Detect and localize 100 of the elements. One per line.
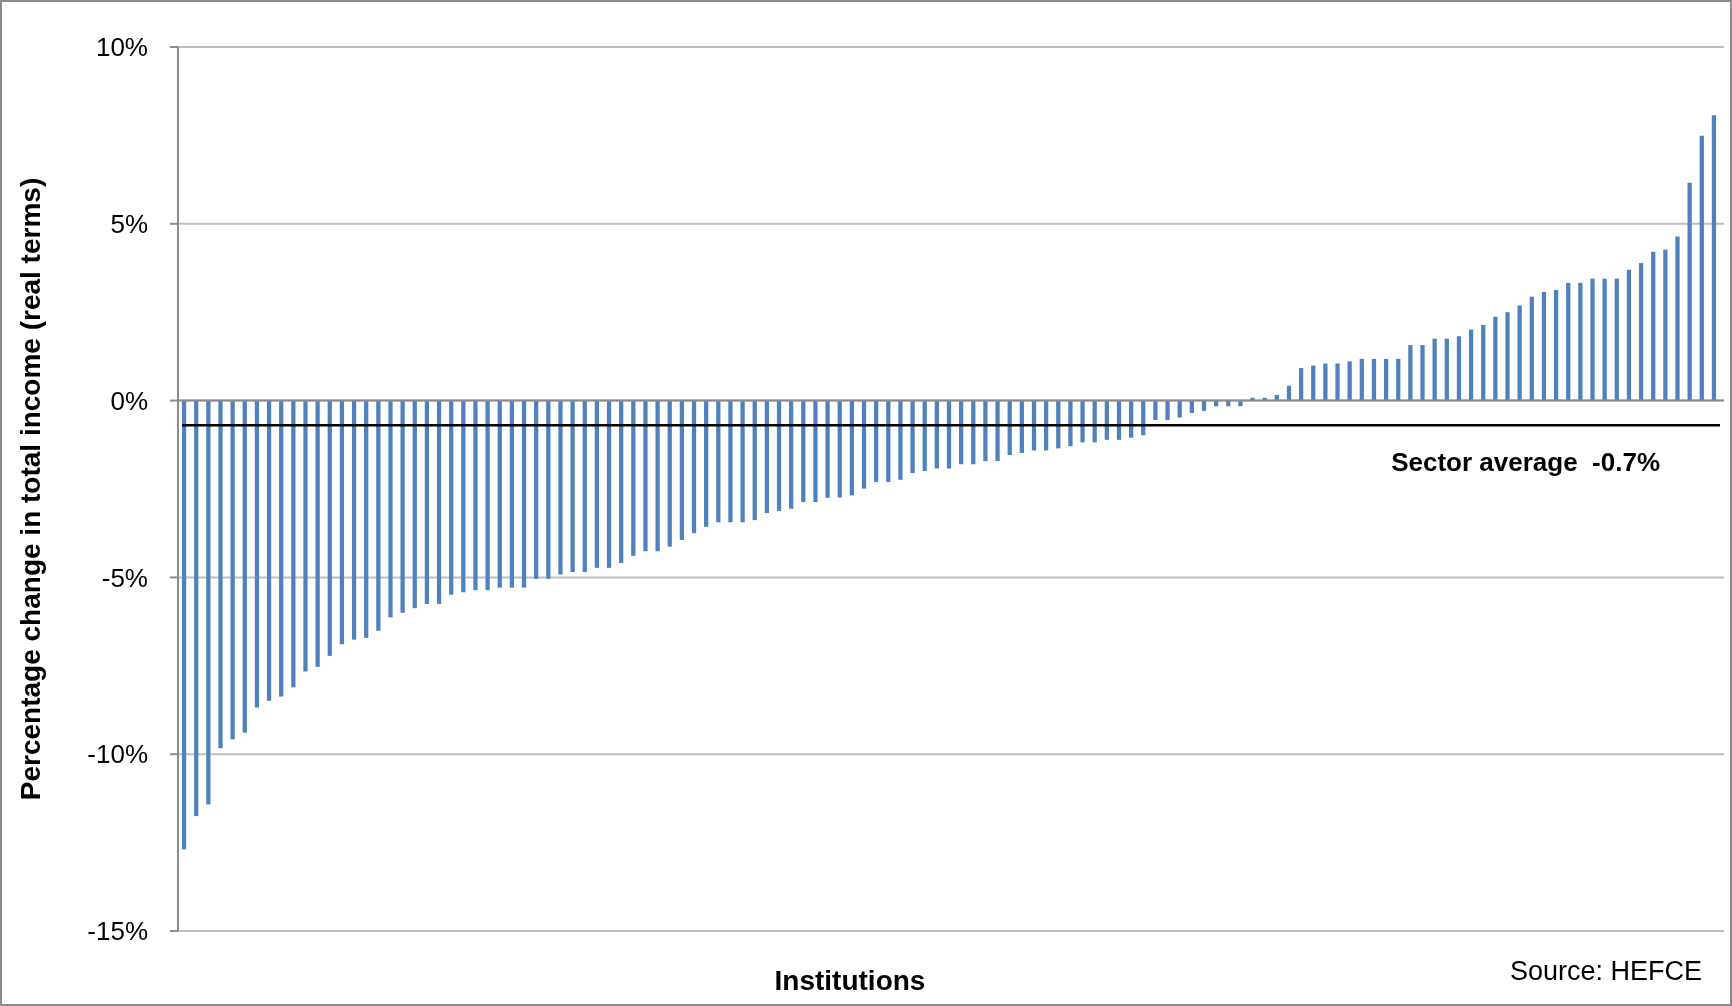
- bar: [1699, 135, 1704, 401]
- bar: [825, 400, 830, 498]
- bar: [1080, 400, 1085, 443]
- bar: [1408, 345, 1413, 401]
- bar: [1298, 368, 1304, 401]
- bar: [1638, 263, 1644, 401]
- bar: [1493, 316, 1498, 401]
- bar: [436, 400, 442, 604]
- bar: [339, 400, 345, 645]
- bar: [473, 400, 478, 591]
- y-tick-label: -5%: [101, 562, 148, 593]
- y-tick-label: -15%: [87, 916, 148, 947]
- bar: [424, 400, 430, 604]
- bar: [1651, 251, 1656, 401]
- bar: [206, 400, 211, 805]
- bar: [279, 400, 284, 697]
- bar: [291, 400, 296, 688]
- bar: [728, 400, 733, 523]
- bar: [351, 400, 357, 640]
- bar: [643, 400, 648, 552]
- bar: [327, 400, 332, 656]
- bar: [1566, 282, 1571, 401]
- bar: [558, 400, 563, 575]
- bar: [606, 400, 612, 568]
- bar: [1153, 400, 1158, 421]
- bar: [400, 400, 405, 613]
- bar: [1675, 236, 1680, 401]
- bar: [1711, 115, 1717, 401]
- bar: [546, 400, 551, 579]
- bar: [789, 400, 794, 509]
- bar: [1505, 312, 1510, 401]
- bar: [776, 400, 782, 511]
- bar: [412, 400, 417, 609]
- bar: [1468, 329, 1474, 401]
- ref-line-label: Sector average -0.7%: [1391, 447, 1660, 478]
- bar: [509, 400, 515, 588]
- bar: [461, 400, 466, 593]
- y-tick-label: 5%: [110, 208, 148, 239]
- bar: [388, 400, 393, 618]
- bar: [1553, 289, 1559, 401]
- bar: [631, 400, 636, 556]
- bar: [1432, 338, 1437, 401]
- bar: [1359, 358, 1364, 401]
- bar: [667, 400, 672, 547]
- bar: [194, 400, 199, 817]
- bar: [181, 400, 187, 850]
- bar: [619, 400, 624, 563]
- bar: [1311, 365, 1316, 401]
- bar: [655, 400, 660, 552]
- bar: [582, 400, 587, 573]
- bar: [230, 400, 235, 740]
- bar: [303, 400, 308, 672]
- bar: [266, 400, 272, 701]
- y-tick-label: 0%: [110, 385, 148, 416]
- bar: [218, 400, 223, 749]
- bar: [1626, 269, 1632, 401]
- bar: [1541, 292, 1547, 401]
- bar: [813, 400, 818, 503]
- bar: [1517, 305, 1522, 401]
- bar: [704, 400, 709, 527]
- bar: [1444, 338, 1449, 401]
- bar: [764, 400, 769, 514]
- bar: [534, 400, 539, 579]
- bar: [1663, 249, 1668, 401]
- bar: [1590, 278, 1595, 401]
- bar: [1687, 182, 1692, 401]
- bar: [801, 400, 806, 503]
- bar: [1420, 345, 1425, 401]
- bar: [1396, 358, 1401, 401]
- bar: [1371, 358, 1377, 401]
- bar: [364, 400, 369, 638]
- bar: [1578, 282, 1583, 401]
- bar: [315, 400, 320, 667]
- bar: [898, 400, 903, 480]
- bar: [1614, 278, 1619, 401]
- y-axis-title: Percentage change in total income (real terms): [15, 177, 46, 801]
- bar: [1347, 361, 1352, 401]
- bar: [1529, 296, 1534, 401]
- bar: [242, 400, 247, 733]
- bar: [449, 400, 454, 595]
- bar: [1068, 400, 1073, 447]
- source-note: Source: HEFCE: [1509, 956, 1702, 986]
- bar: [594, 400, 600, 568]
- bar: [995, 400, 1000, 462]
- bar: [716, 400, 721, 523]
- bar: [752, 400, 757, 521]
- bar: [861, 400, 867, 489]
- bar: [1456, 336, 1462, 401]
- y-tick-label: -10%: [87, 739, 148, 770]
- bar: [910, 400, 915, 474]
- bar: [254, 400, 260, 708]
- bar: [740, 400, 745, 523]
- bar: [1602, 278, 1607, 401]
- bar: [1383, 358, 1389, 401]
- x-axis-title: Institutions: [774, 965, 926, 996]
- y-tick-label: 10%: [95, 32, 148, 63]
- bar: [679, 400, 685, 540]
- bar: [983, 400, 988, 462]
- bar: [376, 400, 381, 631]
- bar: [1165, 400, 1170, 421]
